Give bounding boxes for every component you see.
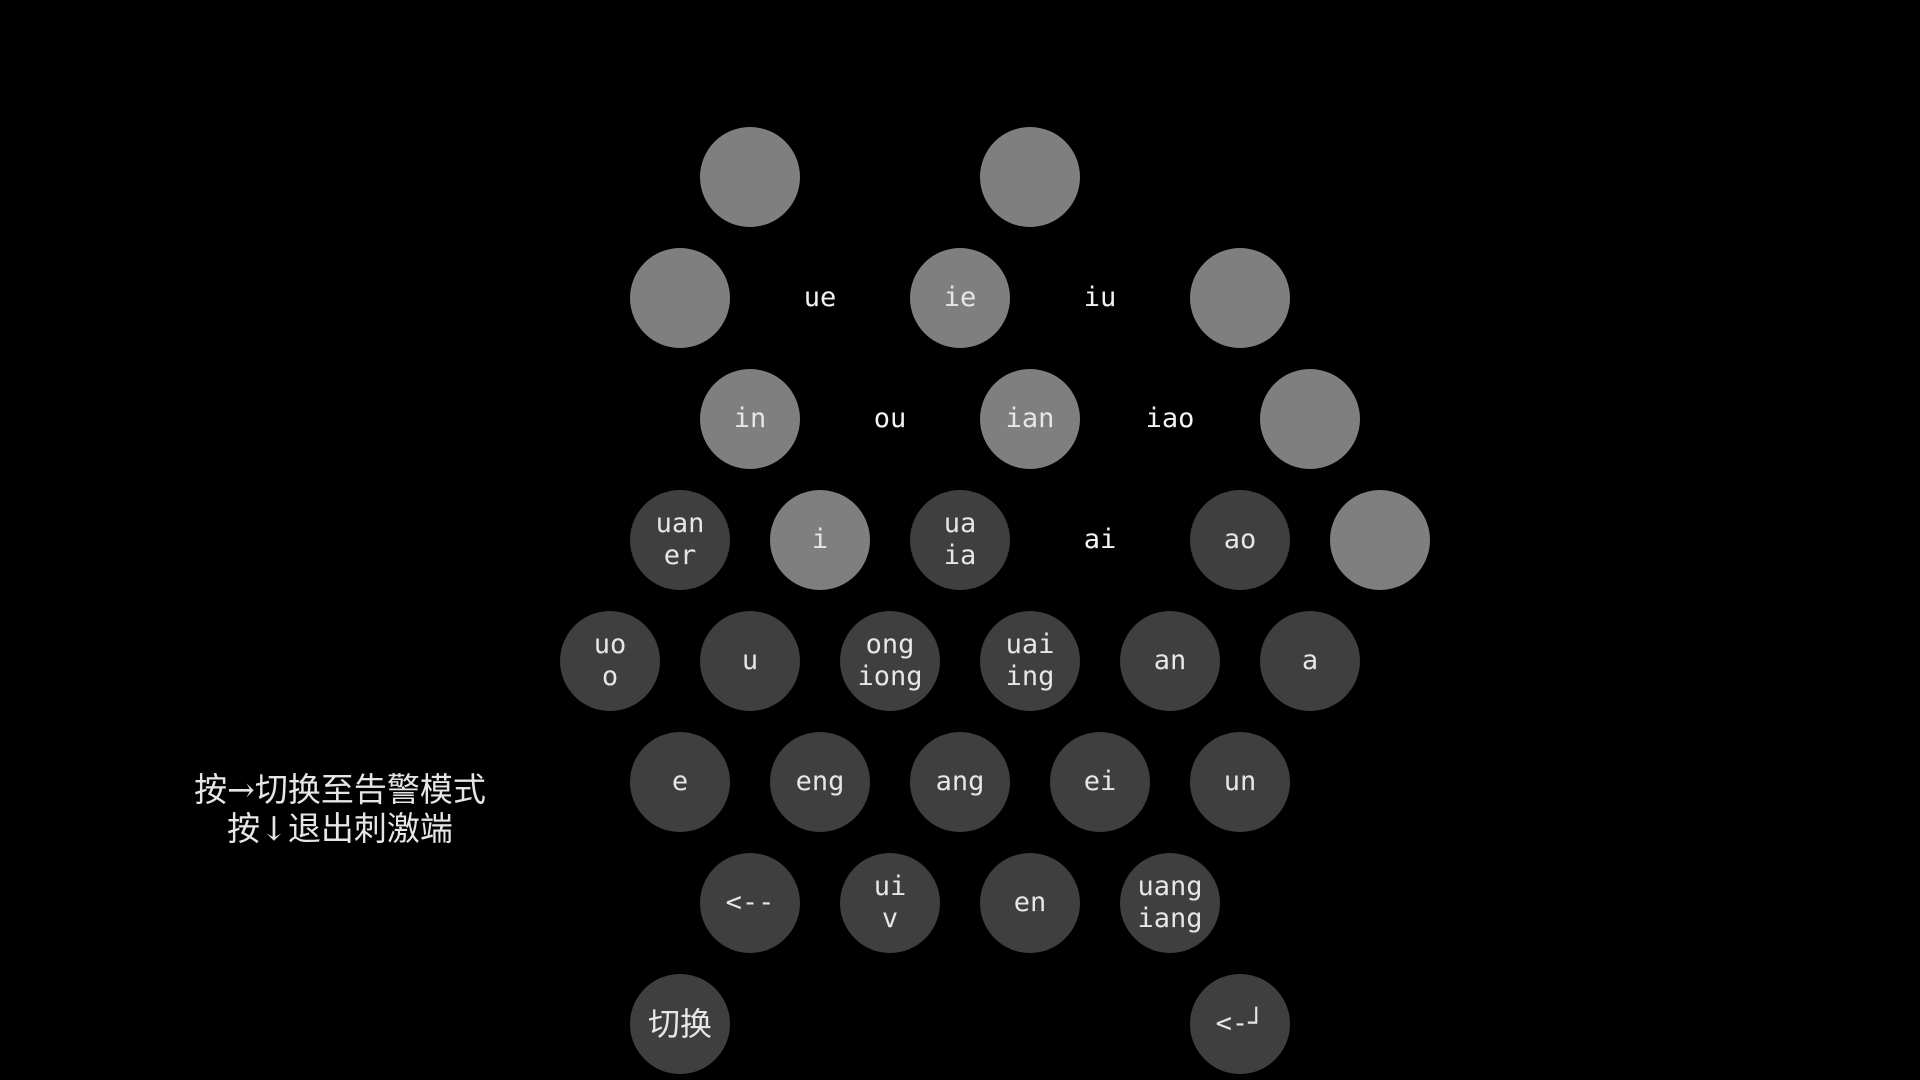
key-label: ian — [1005, 403, 1055, 434]
key-blank-3[interactable] — [630, 248, 730, 348]
key-blank-4[interactable] — [1190, 248, 1290, 348]
key-label: ai — [1083, 524, 1117, 555]
key-label: i — [811, 524, 829, 555]
key-label: ang — [935, 766, 985, 797]
key-ao[interactable]: ao — [1190, 490, 1290, 590]
switch-button[interactable]: 切换 — [630, 974, 730, 1074]
key-label: uo — [593, 629, 627, 660]
key-uai-ing[interactable]: uai ing — [980, 611, 1080, 711]
key-label: a — [1301, 645, 1319, 676]
key-label: eng — [795, 766, 845, 797]
key-blank-5[interactable] — [1260, 369, 1360, 469]
key-blank-2[interactable] — [980, 127, 1080, 227]
key-ue[interactable]: ue — [770, 248, 870, 348]
key-ei[interactable]: ei — [1050, 732, 1150, 832]
key-blank-6[interactable] — [1330, 490, 1430, 590]
key-label: er — [663, 540, 697, 571]
key-label: un — [1223, 766, 1257, 797]
key-label: in — [733, 403, 767, 434]
key-blank-1[interactable] — [700, 127, 800, 227]
key-e[interactable]: e — [630, 732, 730, 832]
key-label: iu — [1083, 282, 1117, 313]
enter-icon: <-┘ — [1215, 1008, 1265, 1039]
key-label: ing — [1005, 661, 1055, 692]
key-label: o — [601, 661, 619, 692]
key-uang-iang[interactable]: uang iang — [1120, 853, 1220, 953]
key-label: ui — [873, 871, 907, 902]
key-in[interactable]: in — [700, 369, 800, 469]
key-ui-v[interactable]: ui v — [840, 853, 940, 953]
key-label: ia — [943, 540, 977, 571]
key-ian[interactable]: ian — [980, 369, 1080, 469]
key-label: v — [881, 903, 899, 934]
key-label: an — [1153, 645, 1187, 676]
key-uan-er[interactable]: uan er — [630, 490, 730, 590]
key-label: ue — [803, 282, 837, 313]
key-an[interactable]: an — [1120, 611, 1220, 711]
key-a[interactable]: a — [1260, 611, 1360, 711]
backspace-icon: <-- — [725, 887, 775, 918]
backspace-key[interactable]: <-- — [700, 853, 800, 953]
enter-key[interactable]: <-┘ — [1190, 974, 1290, 1074]
key-ai[interactable]: ai — [1050, 490, 1150, 590]
key-label: uang — [1137, 871, 1203, 902]
key-label: en — [1013, 887, 1047, 918]
key-label: iao — [1145, 403, 1195, 434]
key-i[interactable]: i — [770, 490, 870, 590]
hint-line-exit: 按↓退出刺激端 — [227, 809, 453, 848]
key-eng[interactable]: eng — [770, 732, 870, 832]
key-ua-ia[interactable]: ua ia — [910, 490, 1010, 590]
key-en[interactable]: en — [980, 853, 1080, 953]
key-ong-iong[interactable]: ong iong — [840, 611, 940, 711]
key-ou[interactable]: ou — [840, 369, 940, 469]
key-label: uan — [655, 508, 705, 539]
key-u[interactable]: u — [700, 611, 800, 711]
key-ie[interactable]: ie — [910, 248, 1010, 348]
key-label: ie — [943, 282, 977, 313]
key-label: u — [741, 645, 759, 676]
key-label: iong — [857, 661, 923, 692]
key-label: ong — [865, 629, 915, 660]
key-un[interactable]: un — [1190, 732, 1290, 832]
switch-label: 切换 — [647, 1005, 712, 1043]
key-uo-o[interactable]: uo o — [560, 611, 660, 711]
key-iao[interactable]: iao — [1120, 369, 1220, 469]
key-label: ei — [1083, 766, 1117, 797]
key-ang[interactable]: ang — [910, 732, 1010, 832]
key-label: ua — [943, 508, 977, 539]
key-label: iang — [1137, 903, 1203, 934]
key-label: ou — [873, 403, 907, 434]
instruction-hint: 按→切换至告警模式 按↓退出刺激端 — [140, 770, 540, 848]
key-iu[interactable]: iu — [1050, 248, 1150, 348]
key-label: ao — [1223, 524, 1257, 555]
hint-line-switch-mode: 按→切换至告警模式 — [194, 770, 486, 809]
key-label: uai — [1005, 629, 1055, 660]
key-label: e — [671, 766, 689, 797]
